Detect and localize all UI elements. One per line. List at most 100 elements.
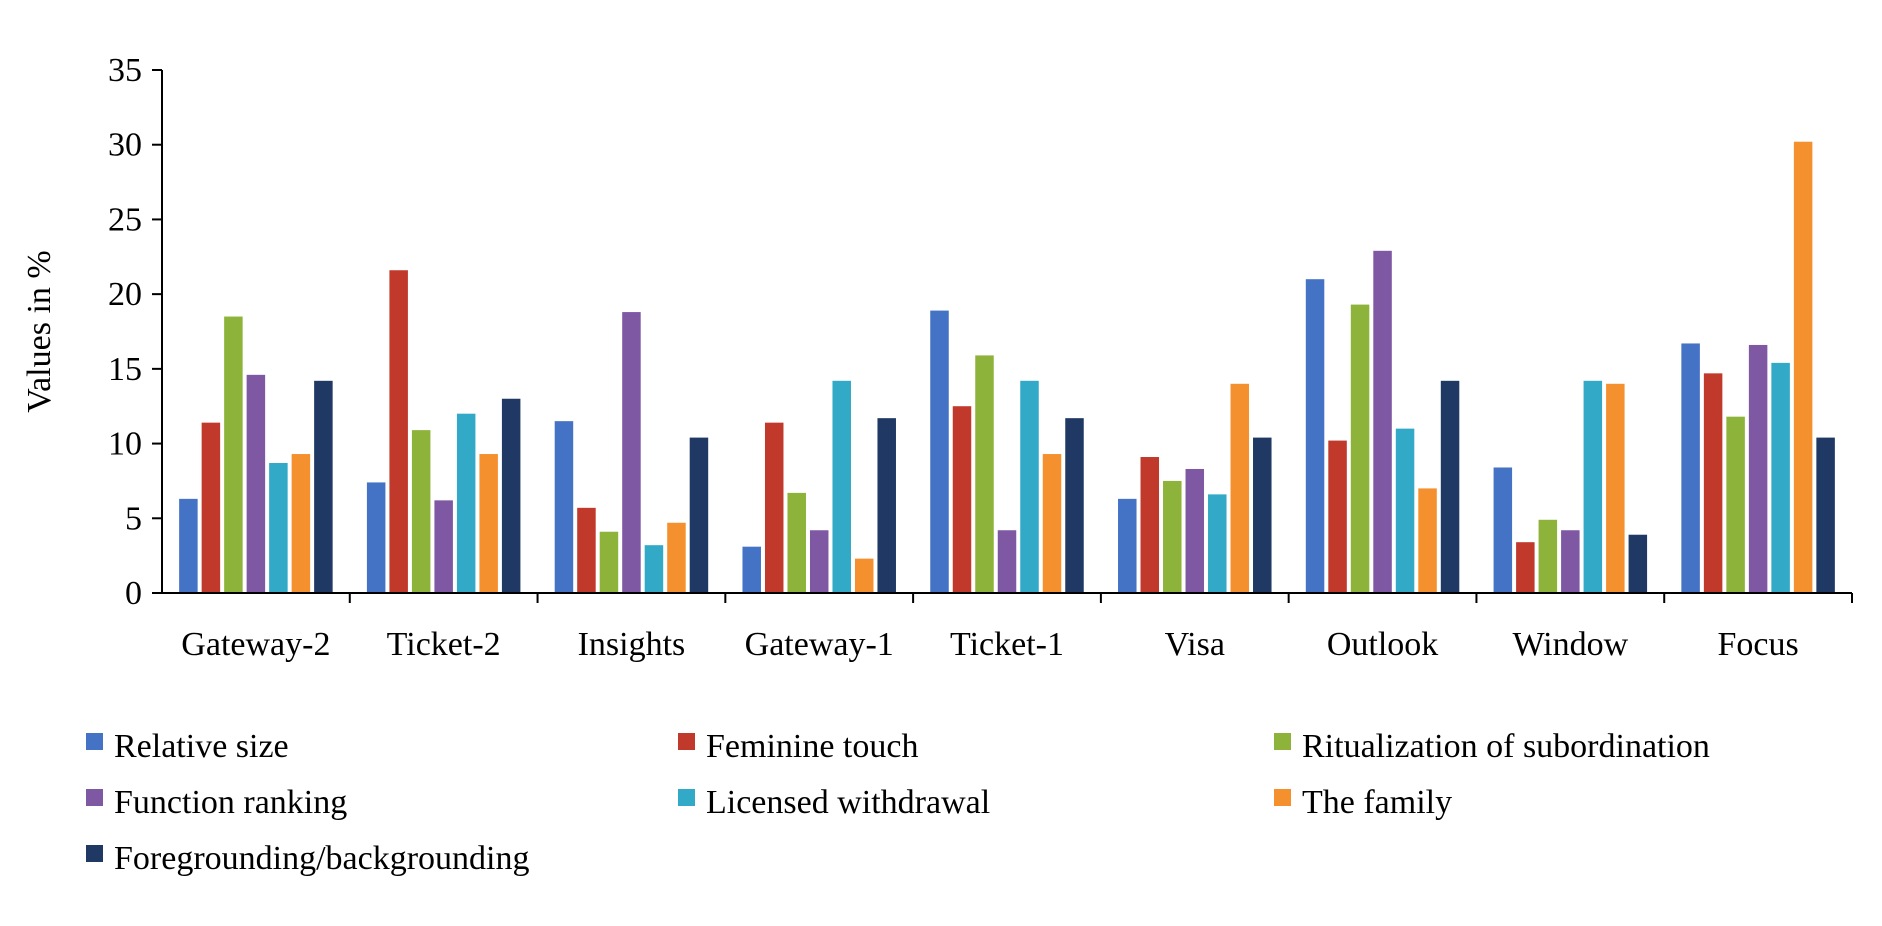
legend-label: Feminine touch (706, 728, 918, 765)
bar-visa-series-2 (1163, 480, 1182, 593)
legend-swatch (86, 845, 103, 862)
bar-outlook-series-3 (1373, 250, 1392, 593)
bar-ticket-2-series-5 (479, 454, 498, 593)
bar-gateway-1-series-5 (854, 558, 874, 593)
bar-insights-series-3 (622, 312, 641, 593)
bar-ticket-1-series-0 (930, 310, 949, 593)
bar-outlook-series-5 (1418, 488, 1437, 593)
bar-ticket-1-series-4 (1020, 380, 1039, 593)
bar-outlook-series-4 (1395, 428, 1415, 593)
bar-ticket-2-series-3 (434, 500, 453, 593)
legend-swatch (678, 733, 695, 750)
y-tick-label: 0 (125, 575, 142, 612)
bar-visa-series-3 (1185, 468, 1205, 593)
bar-focus-series-6 (1816, 437, 1835, 593)
bar-gateway-2-series-6 (314, 380, 333, 593)
bar-gateway-2-series-4 (269, 462, 288, 593)
bar-insights-series-0 (554, 421, 574, 593)
bar-window-series-3 (1561, 530, 1580, 593)
x-tick-label: Insights (578, 626, 686, 663)
bar-ticket-1-series-2 (975, 355, 994, 593)
legend-item: Ritualization of subordination (1274, 728, 1710, 765)
bar-window-series-2 (1538, 519, 1558, 593)
bar-window-series-6 (1628, 534, 1648, 593)
legend-label: The family (1302, 784, 1452, 821)
x-tick-label: Window (1512, 626, 1628, 663)
bar-gateway-2-series-5 (291, 454, 311, 593)
y-tick-label: 30 (108, 127, 142, 164)
bar-gateway-1-series-2 (787, 492, 806, 593)
legend-label: Relative size (114, 728, 289, 765)
bar-gateway-1-series-0 (742, 546, 761, 593)
legend-swatch (86, 733, 103, 750)
bar-window-series-0 (1493, 467, 1513, 593)
bar-ticket-1-series-6 (1065, 418, 1084, 593)
bar-insights-series-5 (667, 522, 686, 593)
bar-focus-series-0 (1681, 343, 1700, 593)
y-tick-label: 5 (125, 500, 142, 537)
legend-swatch (86, 789, 103, 806)
y-tick-label: 25 (108, 201, 142, 238)
bar-gateway-2-series-3 (246, 374, 266, 593)
bar-window-series-1 (1516, 542, 1535, 593)
x-tick-label: Ticket-2 (387, 626, 501, 663)
y-tick-label: 10 (108, 426, 142, 463)
legend-swatch (1274, 733, 1291, 750)
bar-ticket-1-series-5 (1042, 454, 1062, 593)
legend-swatch (1274, 789, 1291, 806)
bar-gateway-1-series-1 (764, 422, 784, 593)
legend: Relative size Feminine touch Ritualization… (86, 728, 1710, 877)
y-axis-ticks: 0 5 10 15 20 25 30 35 (108, 52, 162, 612)
bar-visa-series-1 (1140, 457, 1160, 593)
bar-focus-series-2 (1726, 416, 1745, 593)
x-tick-label: Focus (1717, 626, 1798, 663)
bar-focus-series-5 (1793, 141, 1813, 593)
bar-focus-series-1 (1703, 373, 1723, 593)
legend-item: Feminine touch (678, 728, 918, 765)
bar-gateway-2-series-2 (224, 316, 243, 593)
bar-insights-series-1 (577, 507, 596, 593)
legend-item: Function ranking (86, 784, 347, 821)
bar-ticket-2-series-4 (456, 413, 476, 593)
legend-item: Foregrounding/backgrounding (86, 840, 530, 877)
bar-window-series-5 (1606, 383, 1625, 593)
x-axis-ticks: Gateway-2 Ticket-2 Insights Gateway-1 Ticket… (181, 593, 1853, 663)
bar-visa-series-5 (1230, 383, 1250, 593)
bar-focus-series-3 (1748, 344, 1768, 593)
bar-window-series-4 (1583, 380, 1603, 593)
y-axis-label: Values in % (21, 250, 58, 412)
bar-ticket-2-series-1 (389, 270, 408, 593)
y-tick-label: 20 (108, 276, 142, 313)
legend-item: Licensed withdrawal (678, 784, 990, 821)
bar-gateway-2-series-1 (201, 422, 221, 593)
legend-label: Ritualization of subordination (1302, 728, 1710, 765)
bar-outlook-series-2 (1350, 304, 1370, 593)
legend-swatch (678, 789, 695, 806)
legend-label: Function ranking (114, 784, 347, 821)
bar-outlook-series-0 (1305, 279, 1325, 593)
legend-item: The family (1274, 784, 1452, 821)
bar-insights-series-6 (689, 437, 709, 593)
x-tick-label: Ticket-1 (950, 626, 1064, 663)
bar-ticket-2-series-2 (411, 430, 431, 593)
bar-gateway-1-series-6 (877, 418, 896, 593)
bar-outlook-series-6 (1440, 380, 1460, 593)
x-tick-label: Gateway-1 (745, 626, 894, 663)
bar-gateway-1-series-3 (809, 530, 829, 593)
bar-focus-series-4 (1771, 362, 1790, 593)
bar-gateway-1-series-4 (832, 380, 851, 593)
y-tick-label: 15 (108, 351, 142, 388)
x-tick-label: Visa (1165, 626, 1225, 663)
x-tick-label: Outlook (1327, 626, 1438, 663)
bar-ticket-1-series-3 (997, 530, 1017, 593)
bar-visa-series-6 (1253, 437, 1272, 593)
bar-gateway-2-series-0 (179, 498, 198, 593)
legend-label: Licensed withdrawal (706, 784, 990, 821)
bar-outlook-series-1 (1328, 440, 1347, 593)
y-tick-label: 35 (108, 52, 142, 89)
bar-ticket-2-series-6 (501, 398, 521, 593)
bar-insights-series-2 (599, 531, 619, 593)
bars (179, 141, 1835, 593)
x-tick-label: Gateway-2 (181, 626, 330, 663)
